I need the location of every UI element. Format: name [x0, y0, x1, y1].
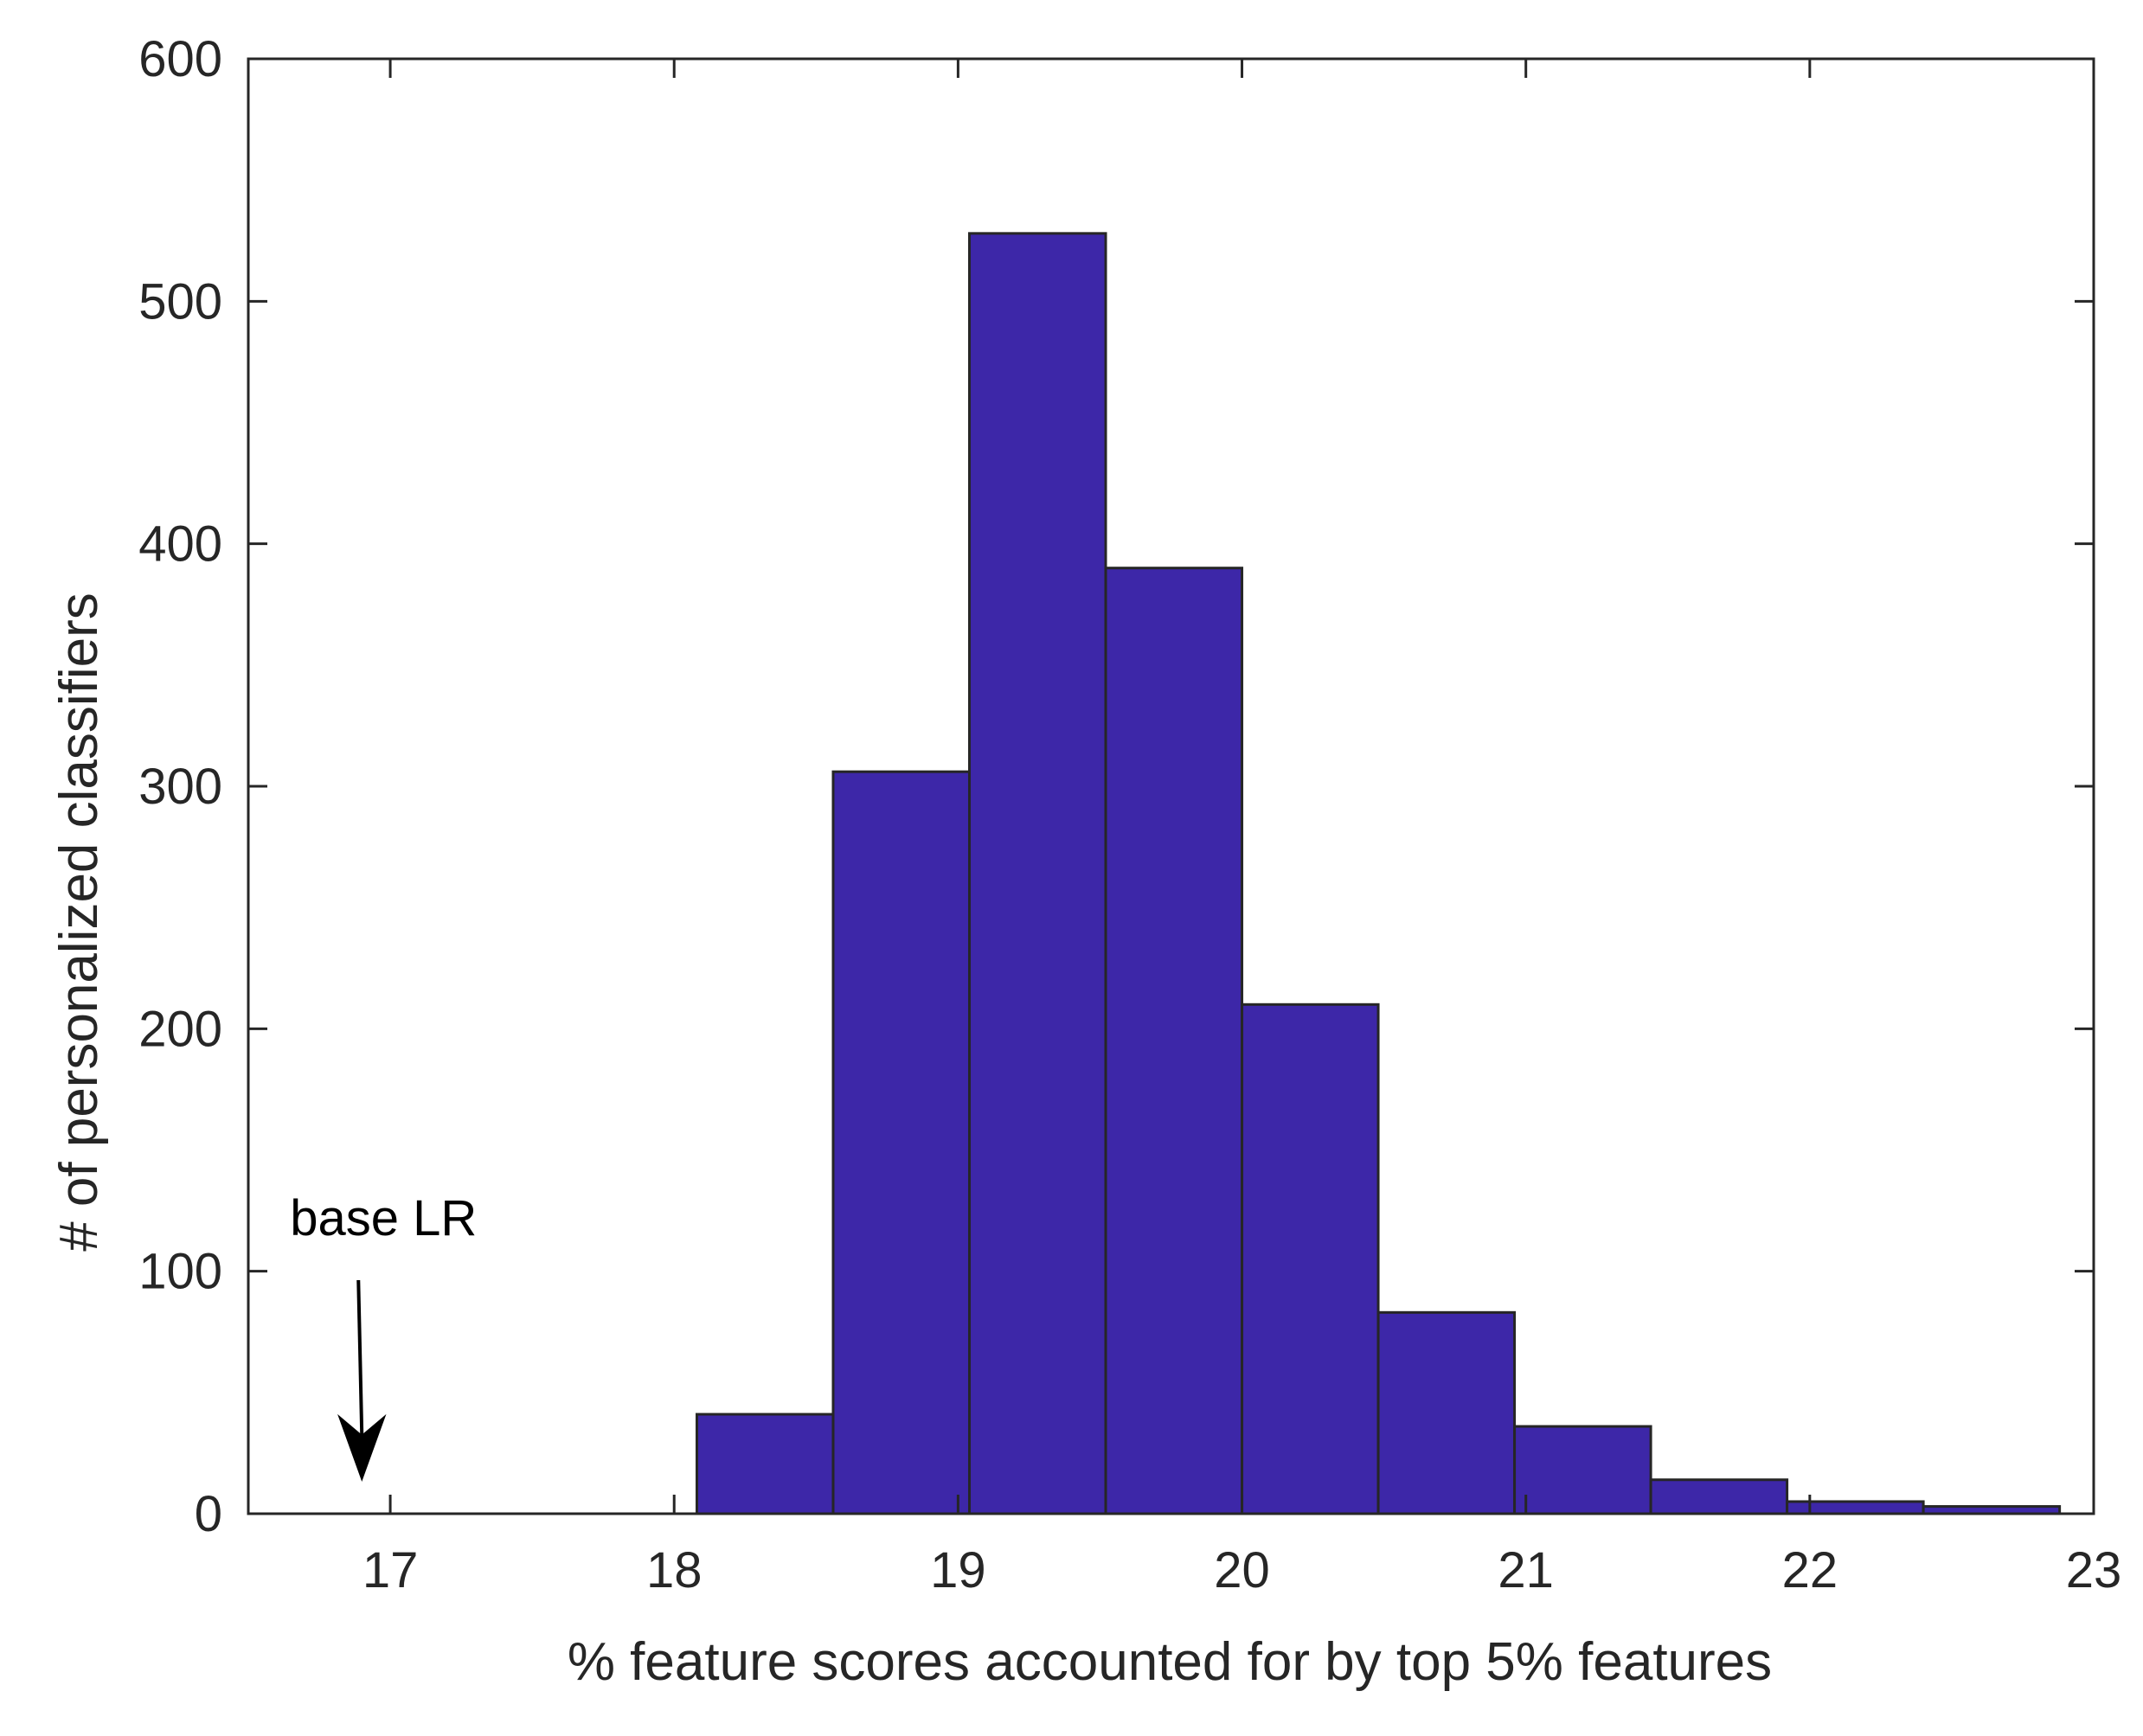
- y-tick-label: 400: [138, 516, 222, 573]
- bars-layer: [695, 232, 2062, 1515]
- x-tick-label: 17: [363, 1542, 419, 1598]
- histogram-bar-8: [1786, 1500, 1925, 1515]
- y-tick-label: 300: [138, 759, 222, 815]
- y-tick-label: 200: [138, 1001, 222, 1057]
- histogram-bar-7: [1649, 1478, 1789, 1515]
- histogram-bar-2: [968, 232, 1107, 1515]
- annotation-label: base LR: [290, 1190, 477, 1246]
- y-tick-label: 0: [195, 1486, 222, 1542]
- annotation-layer: base LR: [290, 1190, 477, 1482]
- histogram-bar-6: [1513, 1425, 1652, 1515]
- histogram-bar-1: [831, 770, 972, 1515]
- x-axis-label: % feature scores accounted for by top 5%…: [568, 1632, 1772, 1692]
- histogram-bar-5: [1376, 1310, 1517, 1515]
- y-tick-label: 500: [138, 273, 222, 330]
- x-tick-label: 18: [646, 1542, 703, 1598]
- y-tick-label: 600: [138, 31, 222, 87]
- arrow-down-icon: [337, 1413, 387, 1482]
- x-tick-label: 21: [1498, 1542, 1554, 1598]
- y-tick-label: 100: [138, 1244, 222, 1300]
- annotation-arrow-shaft: [356, 1279, 364, 1437]
- histogram-bar-3: [1104, 567, 1244, 1515]
- x-tick-label: 23: [2066, 1542, 2122, 1598]
- y-axis-label: # of personalized classifiers: [49, 593, 109, 1252]
- x-tick-label: 20: [1214, 1542, 1270, 1598]
- histogram-bar-4: [1241, 1003, 1380, 1515]
- x-tick-label: 22: [1782, 1542, 1838, 1598]
- x-tick-label: 19: [930, 1542, 986, 1598]
- histogram-bar-0: [695, 1413, 835, 1515]
- axes-layer: 17 18 19 20 21 22 23 0 100 200 300 400 500 600: [138, 31, 2121, 1598]
